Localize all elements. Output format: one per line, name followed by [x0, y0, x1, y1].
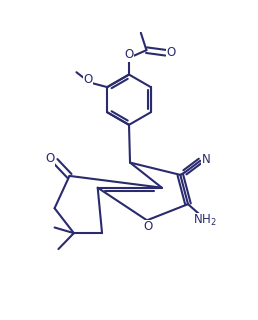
Text: NH$_2$: NH$_2$: [193, 213, 217, 228]
Text: O: O: [83, 73, 92, 86]
Text: O: O: [167, 46, 176, 59]
Text: O: O: [144, 220, 153, 233]
Text: N: N: [201, 153, 210, 166]
Text: O: O: [124, 48, 134, 61]
Text: O: O: [45, 152, 54, 165]
